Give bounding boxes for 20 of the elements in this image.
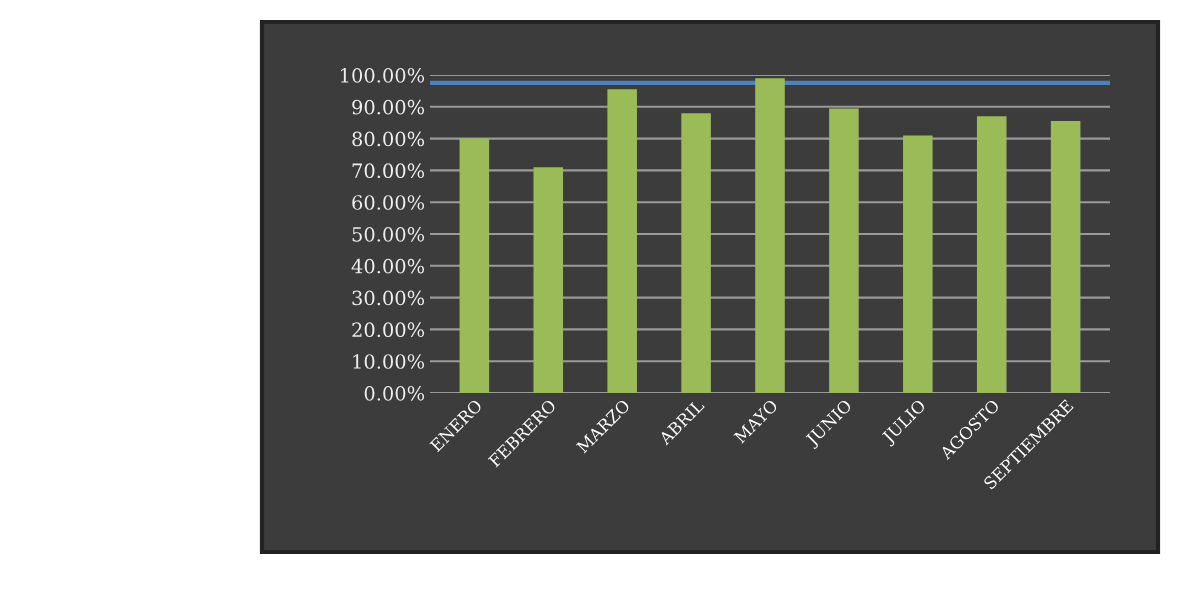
y-tick-label: 100.00% bbox=[341, 67, 425, 83]
y-tick-label: 10.00% bbox=[353, 354, 425, 369]
bar bbox=[903, 135, 933, 393]
y-tick-label: 40.00% bbox=[351, 258, 425, 274]
bar bbox=[459, 138, 490, 393]
y-tick-label: 60.00% bbox=[352, 195, 425, 210]
bar bbox=[755, 78, 785, 393]
y-tick-label: 30.00% bbox=[352, 290, 425, 306]
y-tick-label: 20.00% bbox=[352, 322, 425, 338]
y-tick-label: 50.00% bbox=[352, 226, 425, 242]
bar bbox=[976, 116, 1007, 393]
y-tick-label: 0.00% bbox=[364, 385, 425, 401]
bar bbox=[681, 113, 711, 393]
bar bbox=[829, 108, 859, 393]
y-tick-label: 80.00% bbox=[352, 131, 425, 147]
bar bbox=[607, 89, 637, 393]
bar bbox=[533, 167, 564, 393]
y-tick-label: 90.00% bbox=[352, 99, 425, 115]
y-tick-label: 70.00% bbox=[352, 163, 425, 179]
bar bbox=[1050, 121, 1081, 393]
